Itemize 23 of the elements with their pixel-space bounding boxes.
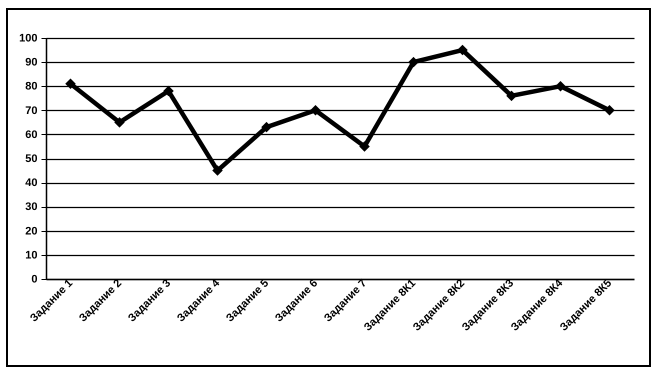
point bbox=[555, 80, 566, 92]
y-tick-label: 70 bbox=[25, 104, 38, 117]
y-tick-label: 90 bbox=[25, 56, 38, 69]
y-tick-label: 10 bbox=[25, 249, 38, 262]
point bbox=[604, 105, 615, 116]
point bbox=[506, 90, 517, 102]
point bbox=[310, 105, 321, 116]
y-tick-label: 30 bbox=[25, 201, 38, 214]
point bbox=[359, 141, 370, 152]
point bbox=[163, 86, 174, 96]
y-tick-label: 100 bbox=[19, 32, 38, 44]
point bbox=[114, 117, 125, 128]
y-tick-label: 20 bbox=[25, 225, 38, 238]
point bbox=[408, 56, 419, 68]
point bbox=[457, 44, 468, 56]
y-tick-label: 40 bbox=[25, 177, 38, 190]
point bbox=[261, 122, 272, 132]
y-tick-label: 50 bbox=[25, 153, 38, 165]
y-tick-label: 80 bbox=[25, 80, 38, 93]
y-tick-label: 0 bbox=[31, 274, 38, 286]
point bbox=[212, 165, 223, 176]
y-tick-label: 60 bbox=[25, 128, 38, 141]
point bbox=[65, 78, 76, 90]
